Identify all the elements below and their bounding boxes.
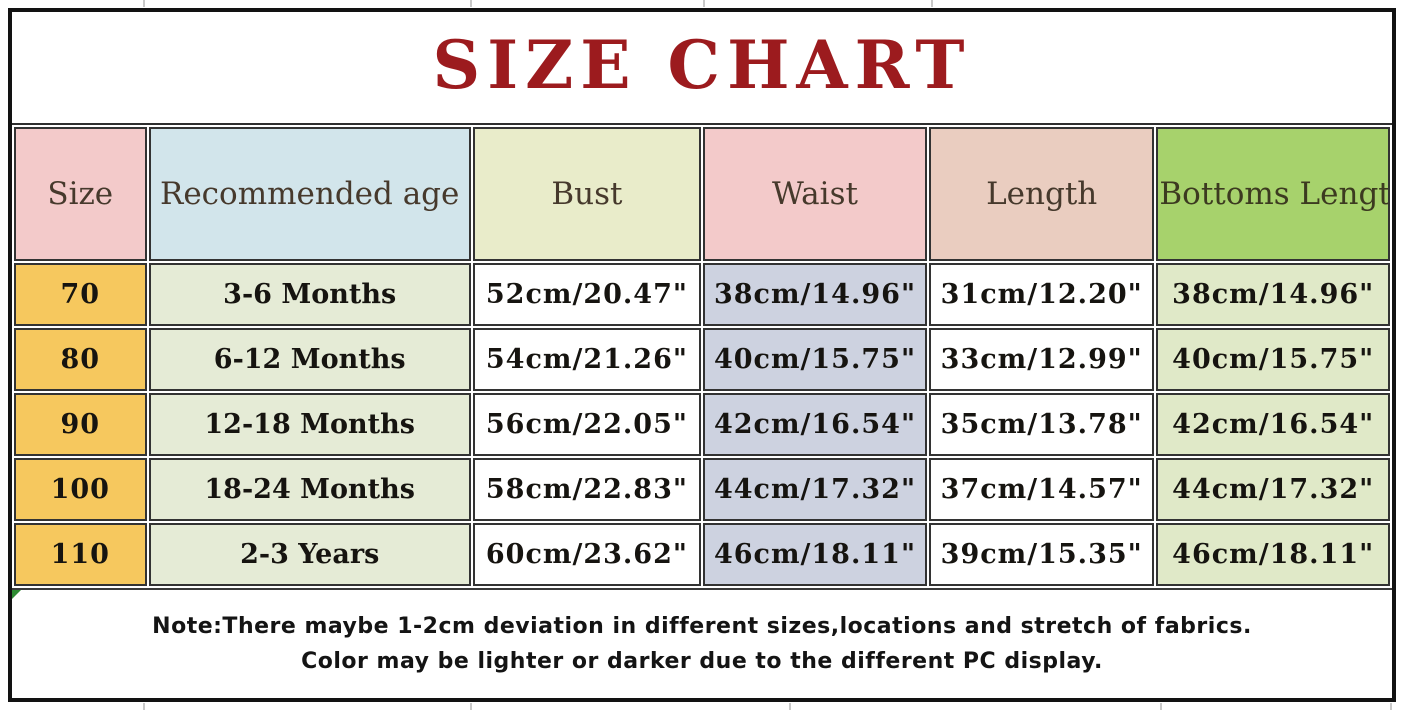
cell-bust: 58cm/22.83"	[472, 458, 701, 521]
cell-bottoms-length: 42cm/16.54"	[1156, 393, 1390, 456]
header-cell-waist: Waist	[702, 127, 927, 261]
cell-bottoms-length: 44cm/17.32"	[1156, 458, 1390, 521]
cell-size: 90	[14, 393, 147, 456]
table-row-size-90: 90 12-18 Months 56cm/22.05" 42cm/16.54" …	[14, 393, 1390, 456]
cell-size: 80	[14, 328, 147, 391]
cell-waist: 38cm/14.96"	[702, 263, 927, 326]
table-row-size-110: 110 2-3 Years 60cm/23.62" 46cm/18.11" 39…	[14, 523, 1390, 586]
cell-bust: 52cm/20.47"	[472, 263, 701, 326]
cell-bust: 56cm/22.05"	[472, 393, 701, 456]
cell-bottoms-length: 46cm/18.11"	[1156, 523, 1390, 586]
table-row-size-80: 80 6-12 Months 54cm/21.26" 40cm/15.75" 3…	[14, 328, 1390, 391]
cell-waist: 44cm/17.32"	[702, 458, 927, 521]
table-row-size-100: 100 18-24 Months 58cm/22.83" 44cm/17.32"…	[14, 458, 1390, 521]
gridline-stub	[1390, 703, 1392, 710]
gridline-stub	[789, 703, 791, 710]
header-cell-bust: Bust	[472, 127, 701, 261]
cell-waist: 42cm/16.54"	[702, 393, 927, 456]
page-title: SIZE CHART	[432, 25, 972, 104]
spreadsheet-corner-marker	[12, 590, 21, 599]
cell-length: 37cm/14.57"	[929, 458, 1155, 521]
header-cell-length: Length	[929, 127, 1155, 261]
cell-bust: 60cm/23.62"	[472, 523, 701, 586]
gridline-stub	[470, 703, 472, 710]
gridline-stub	[1160, 703, 1162, 710]
gridline-stub	[931, 0, 933, 7]
cell-age: 2-3 Years	[148, 523, 471, 586]
header-cell-recommended-age: Recommended age	[148, 127, 471, 261]
title-band: SIZE CHART	[12, 12, 1392, 125]
table-frame: SIZE CHART Size Recommended age Bust Wai…	[8, 8, 1396, 702]
cell-size: 110	[14, 523, 147, 586]
note-line-color: Color may be lighter or darker due to th…	[301, 649, 1103, 674]
note-line-deviation: Note:There maybe 1-2cm deviation in diff…	[152, 614, 1252, 639]
cell-bust: 54cm/21.26"	[472, 328, 701, 391]
gridline-stub	[143, 0, 145, 7]
cell-age: 6-12 Months	[148, 328, 471, 391]
cell-bottoms-length: 40cm/15.75"	[1156, 328, 1390, 391]
cell-size: 70	[14, 263, 147, 326]
table-body: 70 3-6 Months 52cm/20.47" 38cm/14.96" 31…	[14, 263, 1390, 586]
cell-length: 35cm/13.78"	[929, 393, 1155, 456]
cell-length: 33cm/12.99"	[929, 328, 1155, 391]
cell-age: 18-24 Months	[148, 458, 471, 521]
cell-size: 100	[14, 458, 147, 521]
cell-length: 31cm/12.20"	[929, 263, 1155, 326]
header-cell-bottoms-length: Bottoms Length	[1156, 127, 1390, 261]
cell-length: 39cm/15.35"	[929, 523, 1155, 586]
cell-age: 3-6 Months	[148, 263, 471, 326]
table-row-size-70: 70 3-6 Months 52cm/20.47" 38cm/14.96" 31…	[14, 263, 1390, 326]
header-cell-size: Size	[14, 127, 147, 261]
gridline-stub	[470, 0, 472, 7]
gridline-stub	[143, 703, 145, 710]
gridline-stub	[703, 0, 705, 7]
size-table: Size Recommended age Bust Waist Length B…	[12, 125, 1392, 588]
notes-section: Note:There maybe 1-2cm deviation in diff…	[12, 588, 1392, 698]
cell-waist: 40cm/15.75"	[702, 328, 927, 391]
table-header: Size Recommended age Bust Waist Length B…	[14, 127, 1390, 261]
cell-age: 12-18 Months	[148, 393, 471, 456]
header-row: Size Recommended age Bust Waist Length B…	[14, 127, 1390, 261]
cell-bottoms-length: 38cm/14.96"	[1156, 263, 1390, 326]
cell-waist: 46cm/18.11"	[702, 523, 927, 586]
